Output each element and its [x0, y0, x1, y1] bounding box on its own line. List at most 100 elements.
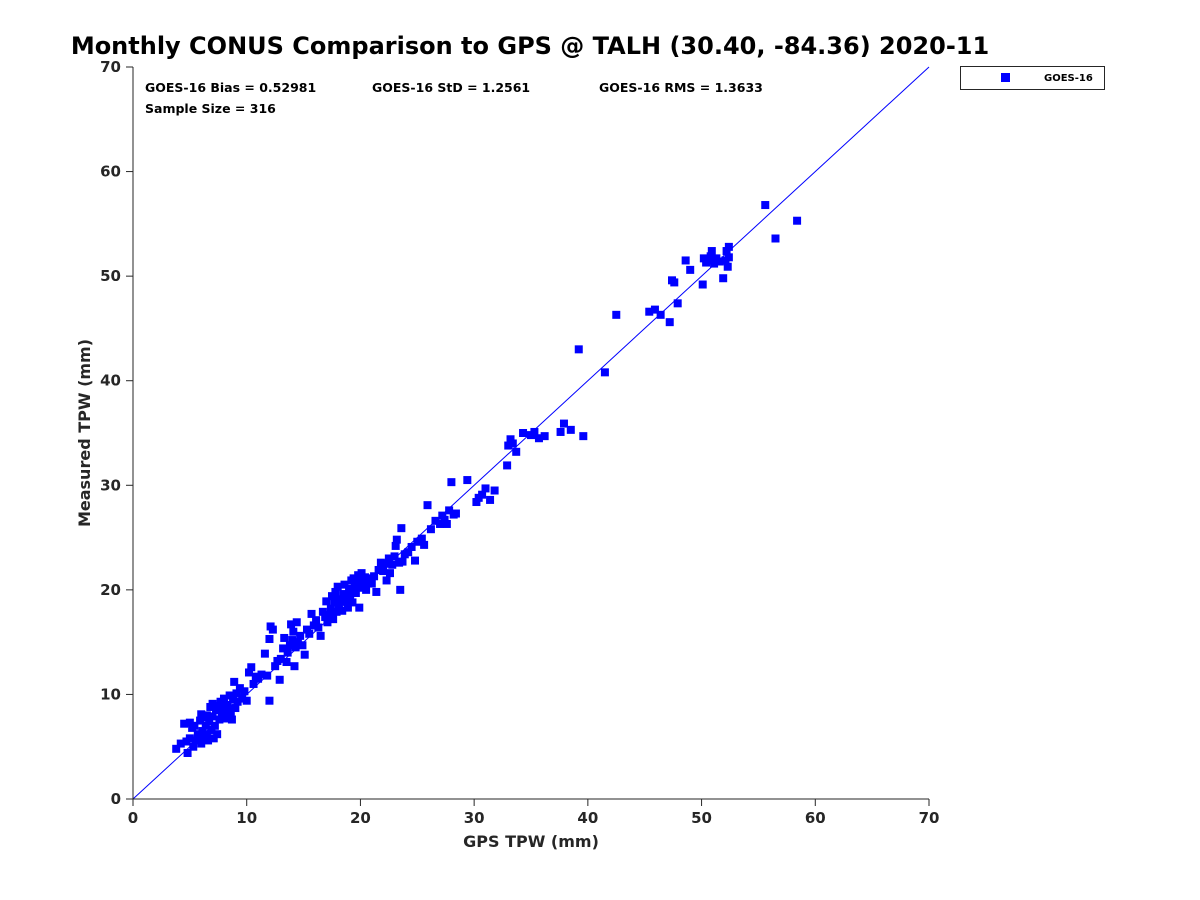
data-point: [370, 572, 379, 581]
data-point: [397, 524, 406, 533]
data-point: [314, 623, 323, 632]
x-tick-label: 10: [236, 809, 257, 827]
data-point: [508, 439, 517, 448]
data-point: [185, 718, 194, 727]
data-point: [268, 625, 277, 634]
data-point: [205, 717, 214, 726]
data-point: [392, 535, 401, 544]
data-point: [388, 560, 397, 569]
data-point: [329, 615, 338, 624]
data-point: [374, 565, 383, 574]
data-point: [249, 679, 258, 688]
x-tick-label: 60: [805, 809, 826, 827]
data-point: [451, 509, 460, 518]
data-point: [328, 592, 336, 601]
y-axis-ticks: 0 10 20 30 40 50 60 70: [100, 58, 133, 808]
data-point: [331, 587, 340, 596]
bias-stat: GOES-16 Bias = 0.52981: [145, 80, 316, 95]
data-point: [600, 368, 609, 377]
data-point: [247, 663, 256, 672]
data-point: [307, 609, 316, 618]
data-point: [504, 441, 513, 450]
data-point: [715, 257, 724, 266]
data-point: [180, 719, 189, 728]
y-tick-label: 40: [100, 372, 121, 390]
data-point: [355, 603, 364, 612]
x-tick-label: 20: [350, 809, 371, 827]
data-point: [436, 519, 445, 528]
data-point: [202, 711, 211, 720]
legend-label-goes-16: GOES-16: [1044, 73, 1093, 84]
data-point: [426, 525, 435, 534]
data-point: [289, 627, 298, 636]
data-point: [260, 649, 269, 658]
data-point: [185, 734, 194, 743]
data-point: [242, 696, 251, 705]
data-point: [353, 577, 362, 586]
data-point: [183, 748, 192, 757]
data-point: [396, 585, 405, 594]
data-point: [566, 425, 575, 434]
x-axis-label: GPS TPW (mm): [463, 832, 599, 851]
y-tick-label: 30: [100, 476, 121, 494]
data-point: [230, 677, 239, 686]
data-point: [440, 515, 449, 524]
data-point: [197, 739, 206, 748]
data-point: [673, 299, 682, 308]
data-point: [332, 607, 341, 616]
data-point: [222, 714, 231, 723]
x-tick-label: 50: [691, 809, 712, 827]
data-point: [207, 725, 216, 734]
data-points: [172, 201, 802, 757]
data-point: [411, 556, 420, 565]
data-point: [431, 516, 440, 525]
data-point: [193, 730, 202, 739]
data-point: [312, 616, 321, 625]
data-point: [384, 554, 393, 563]
data-point: [413, 537, 422, 546]
data-point: [209, 734, 218, 743]
data-point: [612, 310, 621, 319]
data-point: [372, 587, 381, 596]
chart-title: Monthly CONUS Comparison to GPS @ TALH (…: [71, 32, 989, 60]
data-point: [202, 730, 211, 739]
data-point: [283, 648, 292, 657]
data-point: [351, 588, 360, 597]
data-point: [343, 603, 352, 612]
data-point: [201, 721, 210, 730]
data-point: [224, 705, 233, 714]
data-point: [670, 278, 679, 287]
legend: GOES-16: [960, 66, 1105, 90]
data-point: [710, 259, 719, 268]
data-point: [176, 739, 185, 748]
data-point: [481, 484, 490, 493]
data-point: [381, 559, 390, 568]
data-point: [645, 307, 654, 316]
data-point: [761, 201, 770, 210]
data-point: [681, 256, 690, 265]
data-point: [302, 625, 311, 634]
data-point: [530, 427, 539, 436]
data-point: [235, 684, 244, 693]
data-point: [227, 715, 236, 724]
rms-stat: GOES-16 RMS = 1.3633: [599, 80, 763, 95]
data-point: [305, 629, 314, 638]
data-point: [287, 620, 296, 629]
data-point: [665, 318, 674, 327]
data-point: [345, 584, 354, 593]
data-point: [190, 721, 199, 730]
data-point: [579, 432, 588, 441]
data-point: [214, 701, 223, 710]
data-point: [404, 548, 413, 557]
data-point: [225, 691, 234, 700]
std-stat: GOES-16 StD = 1.2561: [372, 80, 530, 95]
data-point: [271, 662, 280, 671]
data-point: [503, 461, 512, 470]
data-point: [793, 216, 802, 225]
data-point: [556, 427, 565, 436]
x-tick-label: 0: [128, 809, 138, 827]
data-point: [724, 242, 733, 251]
data-point: [321, 613, 330, 622]
data-point: [316, 631, 325, 640]
